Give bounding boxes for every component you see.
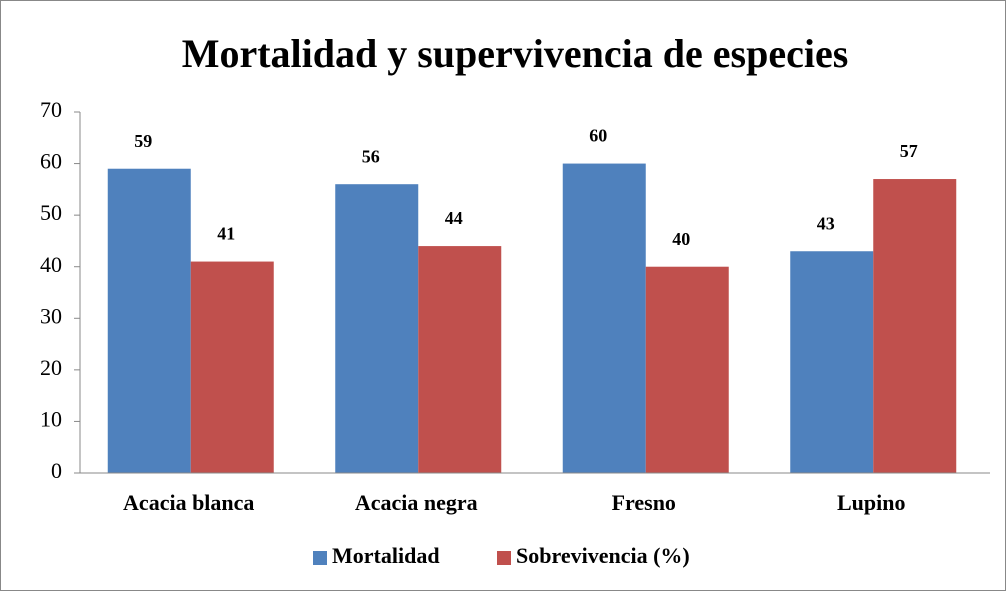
y-tick-label: 50 [40, 200, 62, 225]
value-label: 44 [445, 208, 463, 228]
bar [790, 251, 874, 473]
y-tick-label: 30 [40, 303, 62, 328]
bar [190, 261, 274, 473]
chart-title: Mortalidad y supervivencia de especies [182, 31, 849, 76]
y-tick-label: 0 [51, 458, 62, 483]
value-label: 43 [817, 213, 835, 233]
x-tick-label: Fresno [612, 490, 676, 515]
bar [873, 179, 957, 474]
x-tick-label: Acacia blanca [123, 490, 254, 515]
y-tick-label: 60 [40, 149, 62, 174]
x-tick-label: Acacia negra [355, 490, 478, 515]
y-tick-label: 70 [40, 97, 62, 122]
y-tick-label: 20 [40, 355, 62, 380]
legend-label: Sobrevivencia (%) [516, 543, 690, 568]
bar [107, 168, 191, 473]
legend-swatch [313, 551, 327, 565]
bar [562, 163, 646, 474]
value-label: 40 [672, 229, 690, 249]
legend-swatch [497, 551, 511, 565]
value-label: 41 [217, 224, 235, 244]
bar [335, 184, 419, 473]
value-label: 59 [134, 131, 152, 151]
x-tick-label: Lupino [837, 490, 906, 515]
bar [645, 266, 729, 473]
value-label: 57 [900, 141, 918, 161]
bar [418, 246, 502, 473]
y-tick-label: 10 [40, 406, 62, 431]
y-tick-label: 40 [40, 252, 62, 277]
value-label: 60 [589, 126, 607, 146]
value-label: 56 [362, 146, 380, 166]
legend-label: Mortalidad [332, 543, 440, 568]
